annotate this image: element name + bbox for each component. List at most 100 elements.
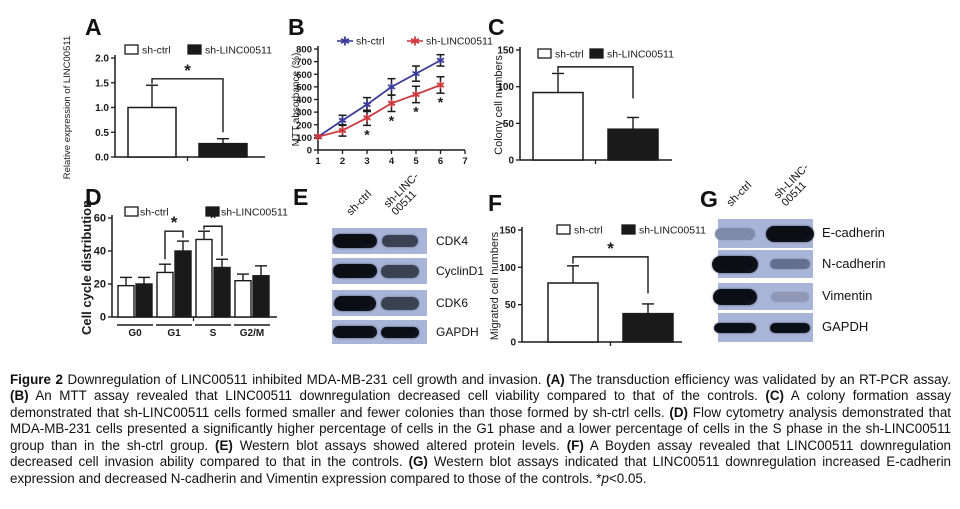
y-tick-label: 100	[296, 133, 312, 144]
sig-asterisk: *	[413, 104, 419, 120]
bar-G1-sh-ctrl	[156, 271, 174, 318]
blot-strip-E-cadherin	[715, 219, 814, 248]
sig-asterisk: *	[184, 61, 191, 80]
y-tick-label: 800	[296, 45, 312, 56]
x-tick-label: 3	[364, 156, 369, 167]
series-line-sh-ctrl	[317, 59, 441, 138]
blot-band-E-cadherin-lane2	[766, 225, 814, 242]
category-label: S	[210, 328, 217, 339]
star-marker	[387, 100, 396, 107]
panel-letter-c: C	[488, 14, 505, 40]
y-tick-label: 1.0	[95, 103, 109, 114]
blot-row-label: Vimentin	[822, 288, 873, 304]
panel-d: D 0 20 40 60 Cell cycle distribution G0 G1 S G2/…	[78, 182, 288, 352]
y-tick-label: 0.0	[95, 153, 109, 164]
y-tick-label: 0	[508, 156, 514, 167]
legend-label: sh-ctrl	[555, 49, 584, 61]
y-tick-label: 600	[296, 70, 312, 81]
caption-segment: Western blot assays showed altered prote…	[232, 437, 567, 453]
y-tick-label: 500	[296, 82, 312, 93]
y-tick-label: 100	[499, 263, 516, 274]
caption-segment: A Boyden assay revealed that LINC00511 d…	[10, 437, 952, 470]
blot-row-label: E-cadherin	[822, 225, 885, 241]
caption-segment: <0.05.	[608, 470, 647, 486]
star-marker	[387, 84, 396, 90]
blot-row-label: CDK4	[436, 233, 469, 248]
bar-sh-ctrl	[547, 282, 599, 343]
blot-band-CyclinD1-lane1	[333, 264, 377, 278]
lane-label: sh-ctrl	[724, 179, 755, 209]
star-marker	[340, 37, 350, 45]
panel-letter-g: G	[700, 186, 718, 212]
caption-segment: Flow cytometry analysis demonstrated tha…	[10, 404, 951, 453]
bar-G0-sh-ctrl	[117, 284, 135, 318]
panel-letter-a: A	[85, 14, 102, 40]
caption-segment: Western blot assays indicated that LINC0…	[10, 454, 951, 486]
western-blot-e: sh-ctrl sh-LINC- 00511 CDK4 CyclinD1 CDK6 GAPD…	[288, 171, 484, 357]
y-tick-label: 400	[296, 95, 312, 106]
blot-band-GAPDH-lane1	[714, 322, 756, 333]
star-marker	[410, 37, 420, 45]
blot-band-CDK4-lane2	[382, 235, 418, 247]
caption-segment: (B)	[10, 388, 29, 404]
bar-S-sh-ctrl	[195, 238, 213, 318]
blot-strip-CyclinD1	[332, 258, 427, 284]
panel-c: C 0 50 100 150 Colony cell numbers sh-ctrl sh-…	[482, 10, 692, 180]
legend-swatch	[124, 44, 139, 55]
panel-letter-f: F	[488, 190, 503, 216]
y-tick-label: 50	[503, 119, 515, 130]
legend-swatch	[537, 48, 552, 59]
blot-band-E-cadherin-lane1	[715, 227, 755, 240]
panel-g: G sh-ctrl sh-LINC- 00511 E-cadherin N-cadher…	[695, 162, 960, 357]
category-label: G2/M	[240, 328, 264, 339]
bar-sh-ctrl	[532, 91, 584, 161]
legend-label: sh-LINC00511	[426, 36, 493, 48]
y-tick-label: 0.5	[95, 128, 109, 139]
blot-band-Vimentin-lane2	[771, 291, 809, 302]
bar-G1-sh-LINC00511	[174, 250, 192, 318]
x-tick-label: 7	[462, 156, 467, 167]
sig-asterisk: *	[389, 112, 395, 128]
y-tick-label: 0	[510, 338, 516, 349]
blot-band-GAPDH-lane1	[333, 326, 377, 338]
bar-sh-LINC00511	[198, 142, 248, 158]
legend-label: sh-LINC00511	[205, 45, 272, 57]
legend-label: sh-ctrl	[574, 225, 603, 237]
y-axis-title: MTT absorbance (%)	[291, 53, 302, 147]
legend-label: sh-LINC00511	[639, 225, 706, 237]
x-tick-label: 4	[389, 156, 395, 167]
bar-sh-ctrl	[127, 106, 177, 158]
y-axis-title: Cell cycle distribution	[79, 200, 94, 335]
sig-asterisk: *	[171, 213, 178, 232]
bar-G2/M-sh-ctrl	[234, 279, 252, 318]
star-marker	[363, 115, 371, 121]
sig-asterisk: *	[592, 49, 599, 68]
blot-band-CyclinD1-lane2	[381, 264, 419, 278]
sig-bracket	[557, 66, 634, 99]
sig-asterisk: *	[438, 94, 444, 110]
western-blot-g: sh-ctrl sh-LINC- 00511 E-cadherin N-cadherin…	[695, 162, 960, 357]
blot-band-CDK4-lane1	[333, 234, 377, 248]
y-axis-title: Migrated cell numbers	[489, 231, 501, 340]
bar-G2/M-sh-LINC00511	[252, 275, 270, 318]
star-marker	[338, 117, 347, 124]
star-marker	[314, 133, 322, 140]
y-tick-label: 60	[94, 213, 106, 225]
x-tick-label: 5	[413, 156, 419, 167]
blot-band-CDK6-lane2	[381, 296, 419, 310]
sig-asterisk: *	[364, 126, 370, 142]
sig-bracket	[203, 225, 223, 256]
caption-segment: (E)	[214, 437, 233, 453]
blot-row-label: GAPDH	[436, 324, 479, 339]
caption-segment: The transduction efficiency was validate…	[564, 372, 951, 387]
legend-label: sh-LINC00511	[221, 207, 288, 219]
legend-swatch	[589, 48, 604, 59]
caption-segment: (A)	[546, 372, 565, 387]
legend-label: sh-ctrl	[140, 207, 169, 219]
caption-segment: A colony formation assay demonstrated th…	[10, 388, 951, 420]
category-label: G1	[167, 328, 181, 339]
y-tick-label: 2.0	[95, 54, 109, 65]
